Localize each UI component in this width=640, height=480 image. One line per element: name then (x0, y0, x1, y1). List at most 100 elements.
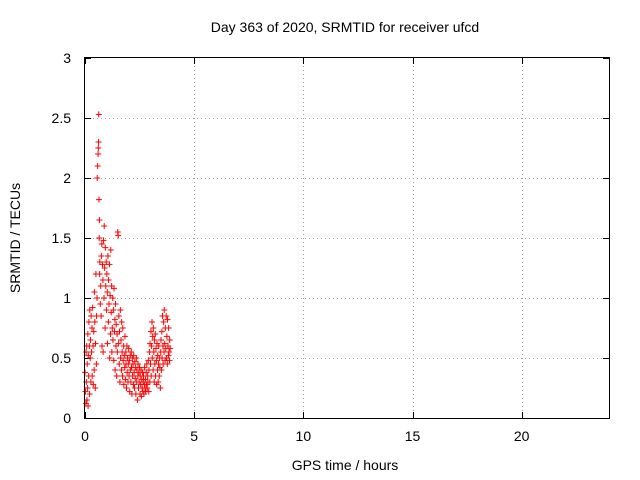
data-point (161, 349, 168, 355)
data-point (120, 357, 127, 364)
data-point (85, 319, 92, 325)
y-axis-label: SRMTID / TECUs (7, 183, 23, 293)
data-point (117, 307, 124, 313)
y-tick-label: 0.5 (52, 350, 72, 366)
data-point (102, 283, 109, 289)
data-point (120, 381, 127, 388)
data-point (161, 340, 168, 347)
y-tick-label: 2.5 (52, 110, 72, 126)
data-point (155, 379, 162, 385)
data-point (90, 381, 97, 388)
data-point (99, 277, 106, 283)
data-point (163, 333, 170, 340)
data-point (144, 385, 151, 391)
data-point (130, 381, 137, 388)
data-point (92, 340, 99, 347)
data-point (101, 223, 108, 229)
data-point (84, 385, 91, 391)
data-point (103, 259, 110, 265)
y-tick-label: 2 (63, 170, 71, 186)
data-point (166, 357, 173, 364)
data-point (122, 349, 129, 355)
data-point (109, 325, 116, 331)
data-point (100, 295, 107, 301)
data-point (88, 313, 95, 319)
data-point (82, 388, 89, 395)
data-point (102, 244, 109, 251)
data-point (153, 357, 160, 364)
data-point (95, 151, 102, 157)
data-point (103, 271, 110, 277)
data-point (115, 340, 122, 347)
data-point (103, 307, 110, 313)
data-point (96, 271, 103, 277)
data-point (106, 355, 113, 361)
data-point (121, 364, 128, 371)
data-point (134, 397, 141, 403)
data-point (157, 337, 164, 343)
data-point (145, 357, 152, 364)
data-point (98, 253, 105, 259)
data-point (106, 261, 113, 268)
data-point (167, 345, 174, 352)
data-point (87, 337, 94, 343)
data-point (109, 295, 116, 301)
data-point (105, 277, 112, 283)
data-point (110, 307, 117, 313)
x-tick-label: 10 (296, 428, 312, 444)
data-point (164, 316, 171, 323)
data-point (156, 373, 163, 379)
data-point (145, 388, 152, 395)
x-axis-label: GPS time / hours (292, 457, 399, 473)
data-point (113, 373, 120, 379)
data-point (88, 349, 95, 355)
data-point (100, 349, 107, 355)
data-point (118, 337, 125, 343)
data-point (163, 313, 170, 319)
x-tick-labels: 0 5 10 15 20 (81, 428, 530, 444)
data-point (97, 283, 104, 289)
data-point (100, 237, 107, 244)
data-point (89, 304, 96, 311)
data-point (111, 285, 118, 292)
data-point (84, 331, 91, 337)
grid-lines (85, 58, 609, 418)
data-points (82, 111, 174, 409)
data-point (104, 289, 111, 295)
data-point (93, 361, 100, 367)
data-point (107, 331, 114, 337)
data-point (108, 349, 115, 355)
data-point (90, 328, 97, 335)
data-point (98, 313, 105, 319)
data-point (86, 391, 93, 397)
data-point (95, 196, 102, 203)
data-point (85, 403, 92, 409)
data-point (166, 349, 173, 355)
data-point (89, 373, 96, 379)
data-point (126, 357, 133, 364)
data-point (160, 319, 167, 325)
data-point (109, 337, 116, 343)
data-point (165, 325, 172, 331)
data-point (125, 345, 132, 352)
data-point (113, 321, 120, 328)
data-point (157, 385, 164, 391)
data-point (147, 328, 154, 335)
data-point (104, 253, 111, 259)
data-point (150, 325, 157, 331)
data-point (97, 301, 104, 307)
data-point (152, 331, 159, 337)
data-point (164, 361, 171, 367)
data-point (135, 361, 142, 367)
data-point (161, 307, 168, 313)
y-tick-label: 0 (63, 410, 71, 426)
data-point (95, 145, 102, 151)
data-point (91, 319, 98, 325)
data-point (151, 337, 158, 343)
data-point (115, 232, 122, 239)
data-point (102, 325, 109, 331)
data-point (105, 319, 112, 325)
data-point (112, 367, 119, 373)
data-point (95, 139, 102, 145)
data-point (99, 261, 106, 268)
